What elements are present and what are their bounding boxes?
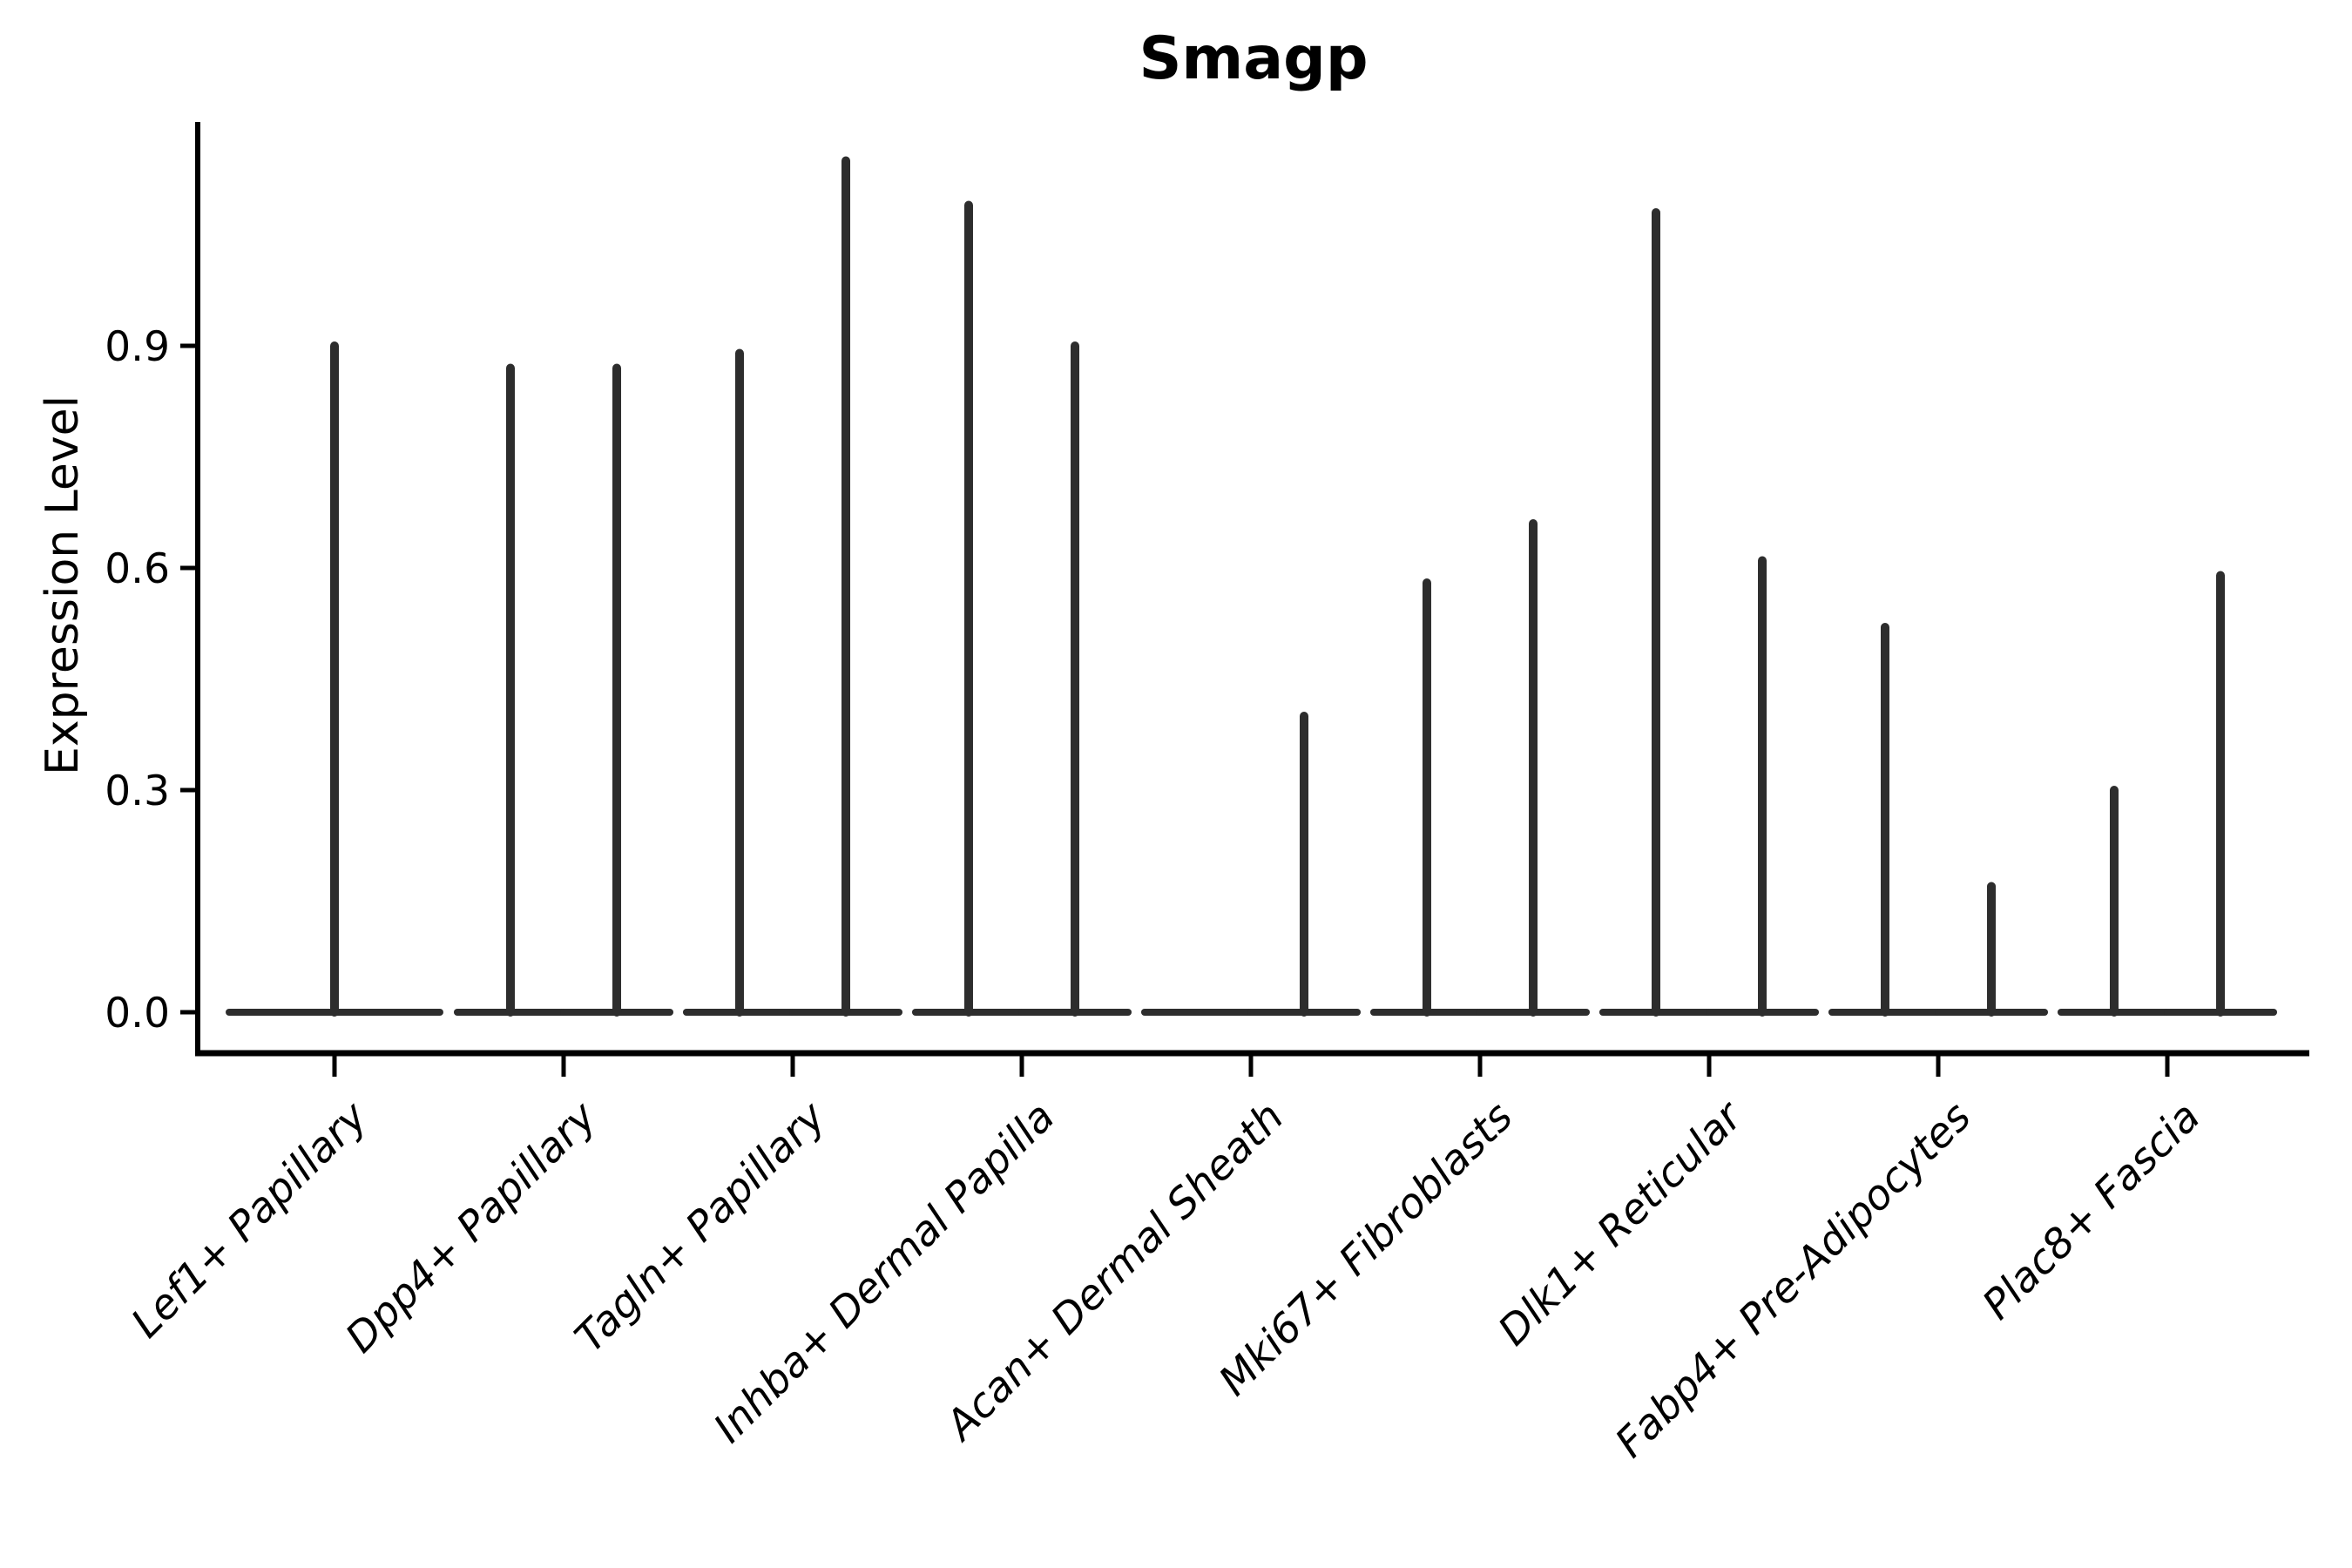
x-tick-label: Tagln+ Papillary bbox=[566, 1092, 836, 1362]
x-tick-label: Lef1+ Papillary bbox=[122, 1092, 377, 1348]
x-tick-label: Dpp4+ Papillary bbox=[336, 1092, 606, 1362]
y-tick-label: 0.6 bbox=[105, 545, 170, 593]
y-tick-label: 0.0 bbox=[105, 990, 170, 1037]
x-tick-label: Dlk1+ Reticular bbox=[1490, 1092, 1754, 1355]
chart-title: Smagp bbox=[1139, 24, 1369, 93]
y-tick-label: 0.3 bbox=[105, 767, 170, 815]
y-tick-label: 0.9 bbox=[105, 323, 170, 371]
x-tick-label: Plac8+ Fascia bbox=[1973, 1093, 2209, 1329]
